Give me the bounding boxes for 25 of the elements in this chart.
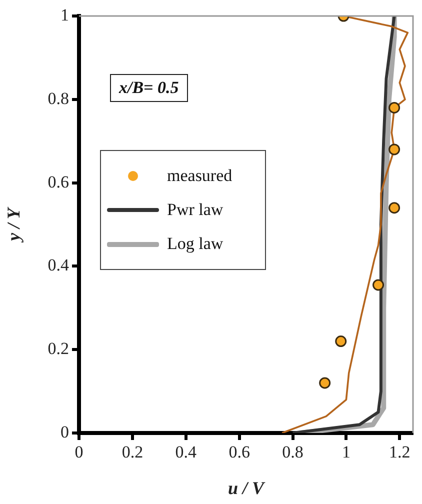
point <box>335 336 347 348</box>
y-tick-label: 1 <box>60 5 69 24</box>
x-tick-label: 0.6 <box>228 442 250 462</box>
legend-label: Pwr law <box>167 200 224 220</box>
point <box>372 279 384 291</box>
y-tick-label: 0.2 <box>48 339 69 358</box>
point <box>388 102 400 114</box>
x-axis-title: u / V <box>228 478 266 498</box>
x-tick-label: 0.8 <box>282 442 304 462</box>
annotation: x/B= 0.5 <box>110 74 188 102</box>
x-tick-label: 1.2 <box>389 442 410 462</box>
x-tick-label: 0 <box>74 442 84 462</box>
y-tick-label: 0 <box>60 422 69 442</box>
legend-label: Log law <box>167 234 224 254</box>
x-tick-label: 0.2 <box>122 442 144 462</box>
y-axis-title: y / Y <box>3 206 24 243</box>
point <box>388 202 400 214</box>
x-tick-label: 1 <box>342 442 350 462</box>
point <box>319 377 331 389</box>
y-tick-label: 0.8 <box>48 88 69 108</box>
y-tick-label: 0.6 <box>48 172 69 192</box>
x-tick-label: 0.4 <box>175 442 198 462</box>
y-tick-label: 0.4 <box>48 256 70 275</box>
point <box>388 144 400 156</box>
legend-label: measured <box>167 166 232 186</box>
